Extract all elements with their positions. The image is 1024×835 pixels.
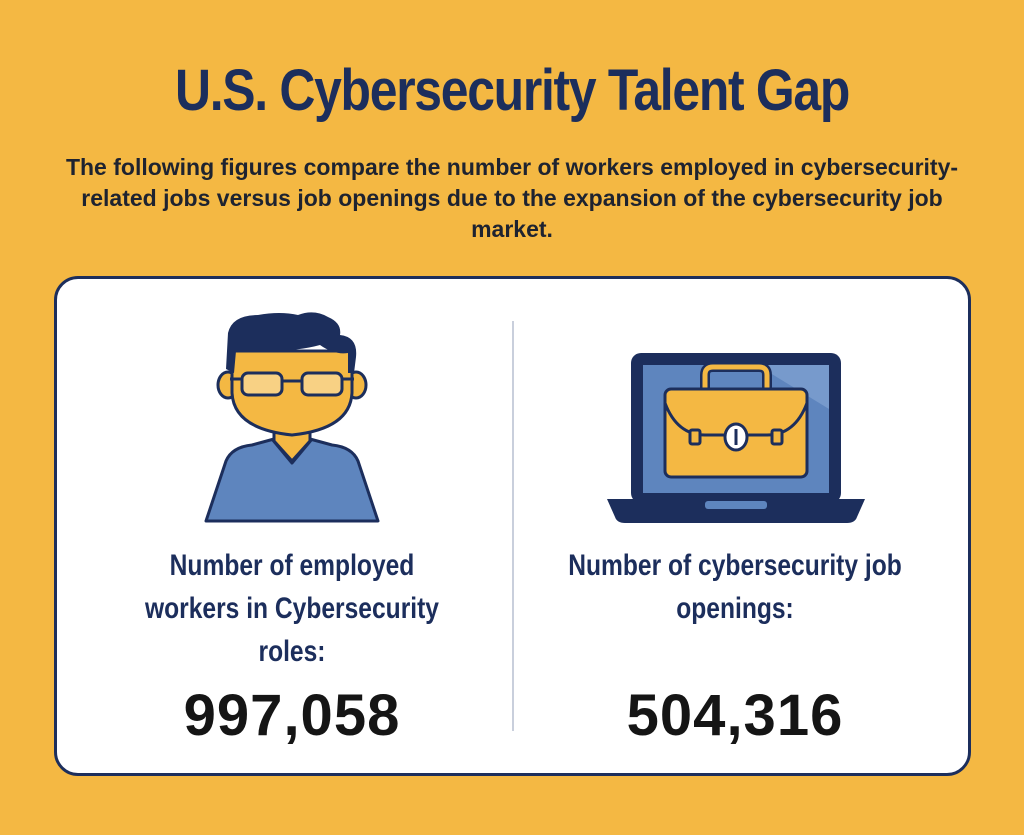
- worker-icon: [204, 312, 380, 523]
- page-subtitle: The following figures compare the number…: [65, 154, 959, 242]
- laptop-briefcase-icon: [607, 353, 865, 523]
- page-title: U.S. Cybersecurity Talent Gap: [174, 58, 850, 123]
- employed-workers-label: Number of employed workers in Cybersecur…: [145, 549, 439, 668]
- divider: [512, 321, 514, 731]
- employed-workers-value: 997,058: [183, 683, 401, 748]
- job-openings-panel: Number of cybersecurity job openings: 50…: [525, 279, 945, 773]
- stats-card: Number of employed workers in Cybersecur…: [54, 276, 971, 776]
- job-openings-value: 504,316: [626, 683, 844, 748]
- job-openings-label: Number of cybersecurity job openings:: [568, 549, 902, 625]
- employed-workers-panel: Number of employed workers in Cybersecur…: [82, 279, 502, 773]
